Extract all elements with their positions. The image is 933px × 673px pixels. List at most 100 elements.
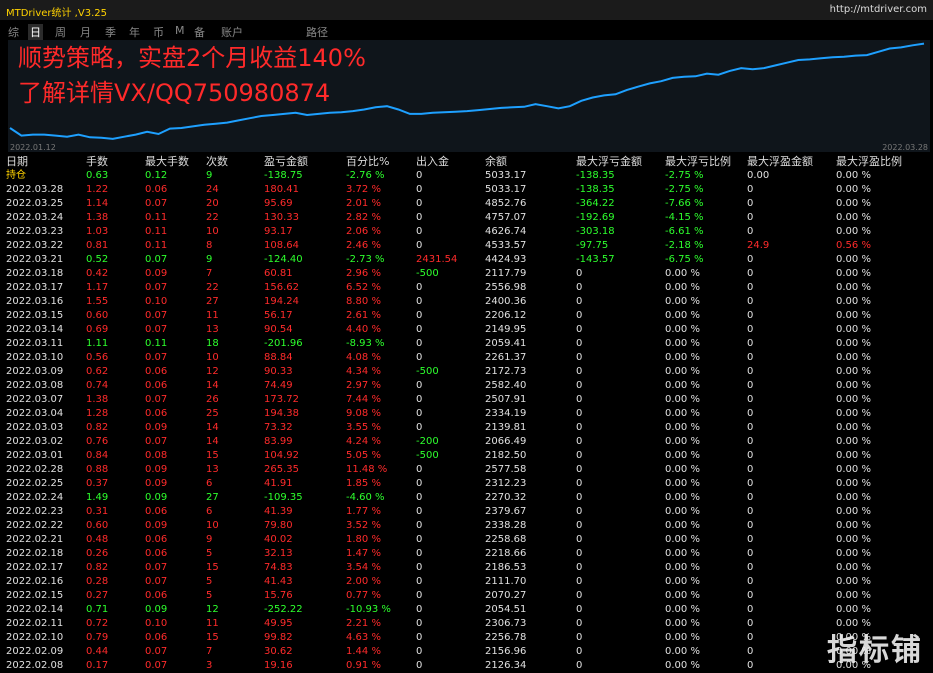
table-cell: 12	[206, 366, 219, 377]
table-cell: 194.38	[264, 408, 299, 419]
table-cell: 0	[576, 366, 583, 377]
table-row: 2022.03.07 1.38 0.07 26 173.72 7.44 % 0 2507.91…	[6, 393, 928, 407]
table-cell: 0.07	[145, 310, 168, 321]
table-cell: 0	[747, 604, 754, 615]
table-cell: 0	[576, 268, 583, 279]
table-cell: 4852.76	[485, 198, 527, 209]
table-cell: 0	[747, 310, 754, 321]
table-cell: 0.00 %	[836, 296, 871, 307]
table-cell: 0	[416, 464, 423, 475]
table-cell: 15.76	[264, 590, 293, 601]
table-cell: 2172.73	[485, 366, 527, 377]
table-cell: 49.95	[264, 618, 293, 629]
table-cell: 0	[747, 422, 754, 433]
table-cell: 9	[206, 534, 213, 545]
table-cell: 0.00 %	[665, 422, 700, 433]
table-cell: 0	[416, 632, 423, 643]
table-cell: 2.01 %	[346, 198, 381, 209]
table-cell: 0.00 %	[665, 296, 700, 307]
watermark: 指标铺	[827, 633, 923, 668]
table-row: 2022.03.14 0.69 0.07 13 90.54 4.40 % 0 2149.95 0…	[6, 323, 928, 337]
column-header: 日期	[6, 155, 28, 168]
table-cell: -500	[416, 450, 439, 461]
tab-10[interactable]: 路径	[306, 26, 328, 39]
table-cell: 27	[206, 296, 219, 307]
table-row: 2022.03.15 0.60 0.07 11 56.17 2.61 % 0 2206.12 0…	[6, 309, 928, 323]
table-cell: 173.72	[264, 394, 299, 405]
table-cell: 74.49	[264, 380, 293, 391]
tab-7[interactable]: M	[175, 24, 185, 37]
table-cell: 4.34 %	[346, 366, 381, 377]
table-cell: -500	[416, 268, 439, 279]
table-cell: 1.03	[86, 226, 109, 237]
table-cell: 90.33	[264, 366, 293, 377]
tab-1[interactable]: 日	[28, 24, 43, 40]
table-cell: -10.93 %	[346, 604, 391, 615]
tab-0[interactable]: 综	[8, 26, 19, 39]
table-cell: 6	[206, 506, 213, 517]
equity-chart-svg	[9, 42, 925, 140]
tab-3[interactable]: 月	[80, 26, 91, 39]
table-cell: 0	[747, 534, 754, 545]
tab-4[interactable]: 季	[105, 26, 116, 39]
table-cell: 0	[416, 184, 423, 195]
table-cell: 0	[747, 450, 754, 461]
table-cell: 0.82	[86, 422, 109, 433]
table-cell: 2206.12	[485, 310, 527, 321]
table-cell: 4.24 %	[346, 436, 381, 447]
table-cell: 0	[747, 562, 754, 573]
table-cell: 0.07	[145, 436, 168, 447]
table-cell: -2.18 %	[665, 240, 704, 251]
table-cell: 0.09	[145, 422, 168, 433]
table-cell: -143.57	[576, 254, 615, 265]
table-cell: 0.00 %	[836, 282, 871, 293]
table-cell: 9	[206, 254, 213, 265]
table-cell: 0	[416, 646, 423, 657]
table-cell: 1.77 %	[346, 506, 381, 517]
table-cell: 0	[416, 240, 423, 251]
table-cell: 0.00 %	[836, 660, 871, 671]
table-cell: 104.92	[264, 450, 299, 461]
table-cell: 2256.78	[485, 632, 527, 643]
table-cell: 0.00 %	[665, 352, 700, 363]
tab-2[interactable]: 周	[55, 26, 66, 39]
table-cell: 0.60	[86, 310, 109, 321]
table-cell: 0.00 %	[665, 618, 700, 629]
table-cell: 2022.03.28	[6, 184, 64, 195]
table-cell: 0.69	[86, 324, 109, 335]
table-cell: 2022.02.14	[6, 604, 64, 615]
table-cell: 0	[747, 618, 754, 629]
tab-5[interactable]: 年	[129, 26, 140, 39]
table-cell: 14	[206, 436, 219, 447]
table-cell: 0.72	[86, 618, 109, 629]
table-cell: 0.62	[86, 366, 109, 377]
table-cell: 0.00	[747, 170, 770, 181]
table-cell: 2066.49	[485, 436, 527, 447]
table-cell: 0.06	[145, 408, 168, 419]
table-row: 2022.02.25 0.37 0.09 6 41.91 1.85 % 0 2312.23 0 0…	[6, 477, 928, 491]
table-cell: 0	[416, 352, 423, 363]
table-cell: 0	[747, 660, 754, 671]
website-link[interactable]: http://mtdriver.com	[829, 4, 927, 15]
table-cell: 0	[747, 408, 754, 419]
tab-9[interactable]: 账户	[221, 26, 243, 39]
table-cell: -200	[416, 436, 439, 447]
table-cell: 99.82	[264, 632, 293, 643]
tab-8[interactable]: 备	[194, 26, 205, 39]
table-cell: 2111.70	[485, 576, 527, 587]
table-cell: 0.11	[145, 226, 168, 237]
table-cell: 0	[747, 590, 754, 601]
table-cell: 0.00 %	[836, 394, 871, 405]
table-cell: 3.54 %	[346, 562, 381, 573]
tab-6[interactable]: 币	[153, 26, 164, 39]
table-row: 2022.03.03 0.82 0.09 14 73.32 3.55 % 0 2139.81 0…	[6, 421, 928, 435]
table-cell: 0.09	[145, 520, 168, 531]
table-cell: 0	[747, 478, 754, 489]
table-row: 2022.03.02 0.76 0.07 14 83.99 4.24 % -200 2066.…	[6, 435, 928, 449]
ad-line-1: 顺势策略，实盘2个月收益140%	[18, 44, 366, 72]
table-cell: 0.76	[86, 436, 109, 447]
table-cell: 0	[416, 604, 423, 615]
table-cell: 0.12	[145, 170, 168, 181]
table-cell: -138.75	[264, 170, 303, 181]
table-cell: 0	[747, 338, 754, 349]
